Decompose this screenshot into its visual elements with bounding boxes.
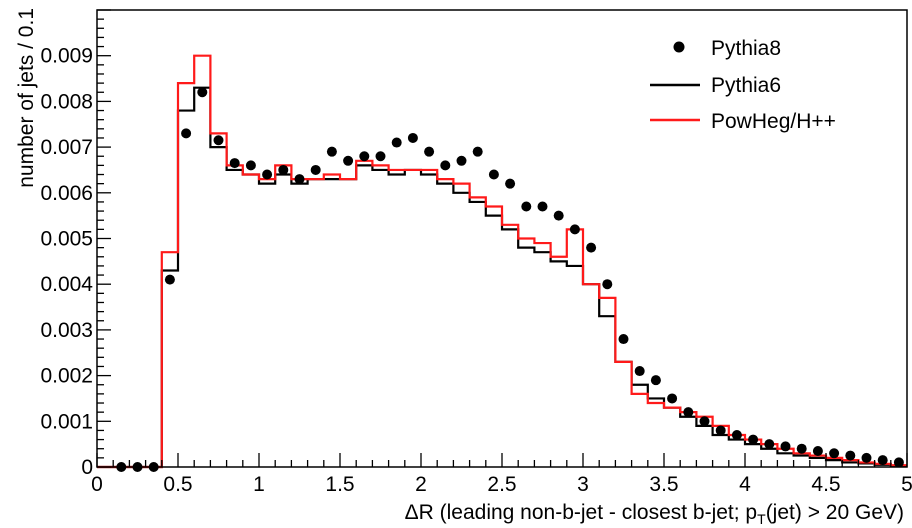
legend: Pythia8 Pythia6 PowHeg/H++ — [650, 37, 836, 133]
x-axis-title: ΔR (leading non-b-jet - closest b-jet; p… — [405, 501, 904, 527]
y-axis-title: number of jets / 0.1 — [15, 8, 38, 188]
y-tick-label: 0.001 — [40, 410, 93, 433]
data-point-pythia8 — [602, 279, 613, 290]
data-point-pythia8 — [488, 169, 499, 180]
y-tick-label: 0.006 — [40, 182, 93, 205]
data-point-pythia8 — [731, 430, 742, 441]
data-point-pythia8 — [424, 146, 435, 157]
data-point-pythia8 — [748, 434, 759, 445]
x-tick-label: 4 — [739, 473, 751, 496]
data-point-pythia8 — [229, 158, 240, 169]
data-point-pythia8 — [407, 132, 418, 143]
y-tick-label: 0.009 — [40, 45, 93, 68]
data-point-pythia8 — [861, 452, 872, 463]
data-point-pythia8 — [359, 151, 370, 162]
series-layer — [97, 54, 907, 472]
y-tick-label: 0.007 — [40, 136, 93, 159]
data-point-pythia8 — [667, 393, 678, 404]
legend-label-pythia8: Pythia8 — [711, 37, 781, 60]
data-point-pythia8 — [440, 160, 451, 171]
data-point-pythia8 — [326, 146, 337, 157]
data-point-pythia8 — [343, 155, 354, 166]
data-point-pythia8 — [877, 455, 888, 466]
data-point-pythia8 — [650, 375, 661, 386]
y-tick-label: 0 — [81, 456, 93, 479]
data-point-pythia8 — [699, 416, 710, 427]
data-point-pythia8 — [245, 160, 256, 171]
x-tick-label: 3 — [577, 473, 589, 496]
legend-label-pythia6: Pythia6 — [711, 74, 781, 97]
x-axis-title-suffix: (jet) > 20 GeV) — [766, 501, 904, 524]
x-tick-label: 3.5 — [649, 473, 678, 496]
series-line-powheg-h- — [97, 54, 907, 469]
x-tick-label: 4.5 — [811, 473, 840, 496]
data-point-pythia8 — [262, 169, 273, 180]
x-tick-label: 1 — [253, 473, 265, 496]
x-tick-label: 0 — [91, 473, 103, 496]
x-tick-label: 1.5 — [325, 473, 354, 496]
data-point-pythia8 — [197, 87, 208, 98]
y-tick-label: 0.008 — [40, 90, 93, 113]
data-point-pythia8 — [715, 425, 726, 436]
legend-marker-pythia8 — [673, 41, 685, 53]
data-point-pythia8 — [391, 137, 402, 148]
data-point-pythia8 — [634, 366, 645, 377]
data-point-pythia8 — [569, 224, 580, 235]
y-tick-label: 0.004 — [40, 273, 93, 296]
data-point-pythia8 — [618, 334, 629, 345]
data-point-pythia8 — [812, 446, 823, 457]
axis-tick-labels: 0 0.5 1 1.5 2 2.5 3 3.5 4 4.5 5 0 0.001 0.002 0.003 0.0… — [40, 45, 912, 496]
x-tick-label: 5 — [901, 473, 912, 496]
x-axis-title-main: ΔR (leading non-b-jet - closest b-jet; p — [405, 501, 758, 524]
data-point-pythia8 — [294, 174, 305, 185]
data-point-pythia8 — [181, 128, 192, 139]
data-point-pythia8 — [278, 164, 289, 175]
data-point-pythia8 — [456, 155, 467, 166]
y-tick-label: 0.002 — [40, 365, 93, 388]
x-axis-title-subscript: T — [757, 511, 766, 527]
plot-frame — [96, 9, 908, 468]
data-point-pythia8 — [310, 164, 321, 175]
x-tick-label: 2 — [415, 473, 427, 496]
data-point-pythia8 — [553, 210, 564, 221]
data-point-pythia8 — [829, 448, 840, 459]
axis-ticks — [96, 9, 908, 468]
data-point-pythia8 — [683, 407, 694, 418]
data-point-pythia8 — [521, 201, 532, 212]
y-tick-label: 0.003 — [40, 319, 93, 342]
data-point-pythia8 — [586, 242, 597, 253]
data-point-pythia8 — [375, 151, 386, 162]
legend-label-powheg: PowHeg/H++ — [711, 110, 836, 133]
data-point-pythia8 — [505, 178, 516, 189]
data-point-pythia8 — [796, 443, 807, 454]
data-point-pythia8 — [164, 274, 175, 285]
data-point-pythia8 — [213, 135, 224, 146]
data-point-pythia8 — [472, 146, 483, 157]
y-tick-label: 0.005 — [40, 228, 93, 251]
data-point-pythia8 — [845, 450, 856, 461]
x-tick-label: 0.5 — [163, 473, 192, 496]
data-point-pythia8 — [537, 201, 548, 212]
data-point-pythia8 — [764, 439, 775, 450]
x-tick-label: 2.5 — [487, 473, 516, 496]
data-point-pythia8 — [893, 457, 904, 468]
data-point-pythia8 — [780, 441, 791, 452]
